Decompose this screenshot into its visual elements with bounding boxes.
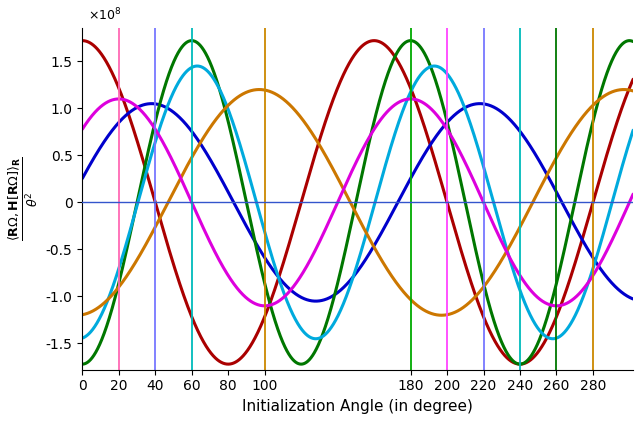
X-axis label: Initialization Angle (in degree): Initialization Angle (in degree) <box>243 399 473 414</box>
Y-axis label: $\frac{\langle \mathbf{R}\Omega, \mathbf{H}[\mathbf{R}\Omega]\rangle_{\mathbf{R}: $\frac{\langle \mathbf{R}\Omega, \mathbf… <box>7 157 40 241</box>
Text: $\times 10^8$: $\times 10^8$ <box>88 7 122 23</box>
